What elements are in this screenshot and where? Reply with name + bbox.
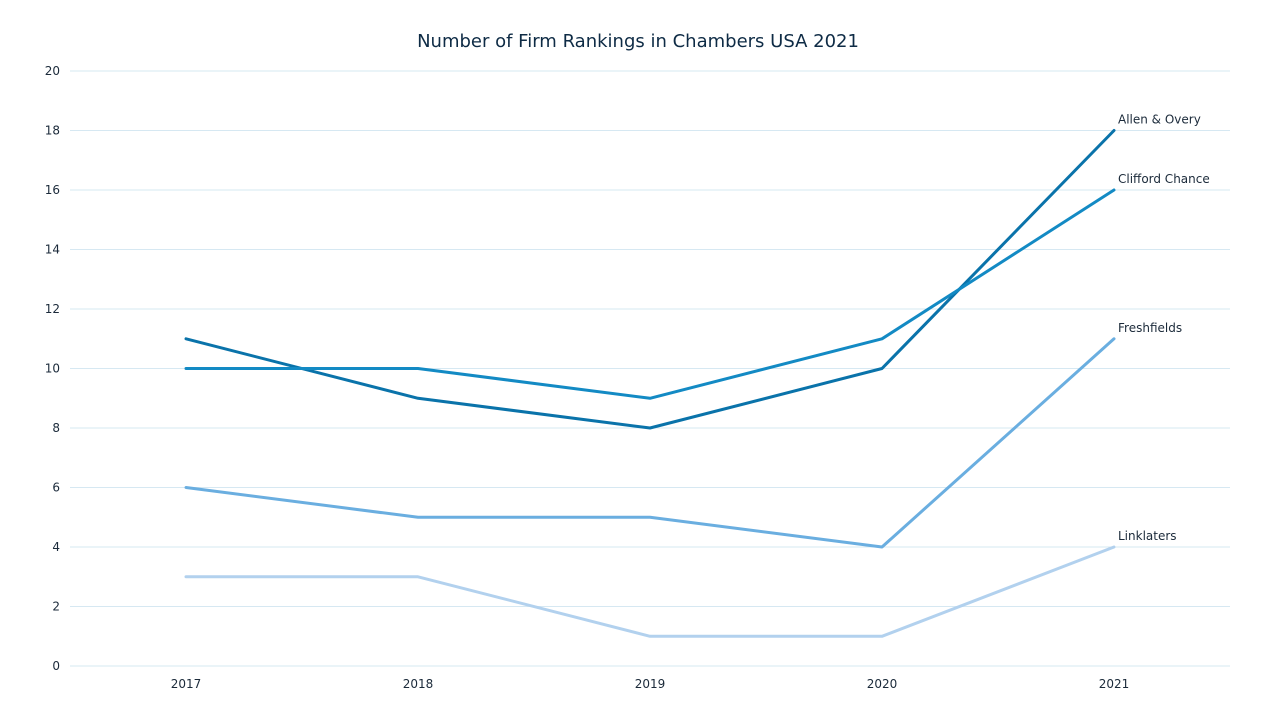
x-tick-label: 2021 bbox=[1099, 677, 1130, 691]
y-tick-label: 14 bbox=[45, 243, 60, 257]
x-tick-label: 2017 bbox=[171, 677, 202, 691]
x-axis-ticks: 2017 2018 2019 2020 2021 bbox=[171, 677, 1130, 691]
series-labels: Allen & Overy Clifford Chance Freshfields L… bbox=[1118, 113, 1210, 544]
y-tick-label: 16 bbox=[45, 183, 60, 197]
y-tick-label: 2 bbox=[52, 600, 60, 614]
series-label: Freshfields bbox=[1118, 321, 1182, 335]
y-tick-label: 20 bbox=[45, 64, 60, 78]
series-label: Allen & Overy bbox=[1118, 113, 1201, 127]
chart-title: Number of Firm Rankings in Chambers USA … bbox=[417, 31, 859, 52]
y-tick-label: 8 bbox=[52, 421, 60, 435]
grid-lines bbox=[70, 70, 1230, 667]
x-tick-label: 2020 bbox=[867, 677, 898, 691]
series-line bbox=[184, 337, 1116, 549]
y-tick-label: 4 bbox=[52, 540, 60, 554]
y-tick-label: 12 bbox=[45, 302, 60, 316]
series-lines bbox=[184, 129, 1116, 638]
series-label: Linklaters bbox=[1118, 529, 1177, 543]
x-tick-label: 2019 bbox=[635, 677, 666, 691]
y-tick-label: 6 bbox=[52, 481, 60, 495]
x-tick-label: 2018 bbox=[403, 677, 434, 691]
y-tick-label: 10 bbox=[45, 362, 60, 376]
series-label: Clifford Chance bbox=[1118, 172, 1210, 186]
series-line bbox=[184, 188, 1116, 400]
y-tick-label: 18 bbox=[45, 124, 60, 138]
y-tick-label: 0 bbox=[52, 659, 60, 673]
y-axis-ticks: 0 2 4 6 8 10 12 14 16 18 20 bbox=[45, 64, 60, 673]
series-line bbox=[184, 545, 1116, 638]
